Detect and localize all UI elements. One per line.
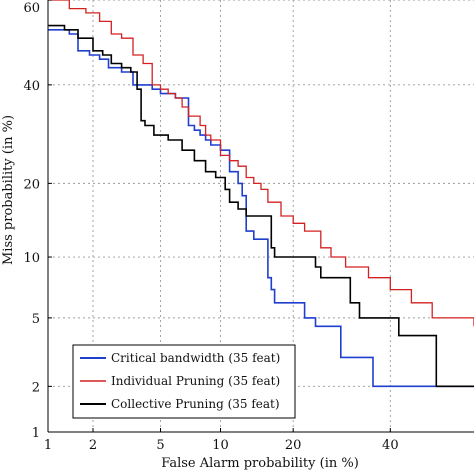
x-tick-label-5: 40	[382, 438, 399, 453]
legend: Critical bandwidth (35 feat) Individual …	[72, 344, 296, 419]
y-tick-label-3: 10	[23, 251, 40, 266]
ticks: 1 2 5 10 20 40 1 2 5 10 20 40 60	[23, 0, 399, 453]
y-tick-label-6: 60	[23, 1, 40, 16]
series-group	[48, 0, 474, 388]
legend-box	[72, 344, 296, 419]
y-axis-label: Miss probability (in %)	[1, 115, 16, 265]
y-tick-label-5: 40	[23, 79, 40, 94]
y-tick-label-2: 5	[32, 312, 40, 327]
series-line-1	[48, 0, 474, 327]
y-tick-label-4: 20	[23, 177, 40, 192]
legend-label-1: Individual Pruning (35 feat)	[111, 374, 280, 388]
x-tick-label-2: 5	[156, 438, 164, 453]
series-line-2	[48, 24, 474, 388]
legend-label-2: Collective Pruning (35 feat)	[111, 397, 280, 411]
x-tick-label-0: 1	[44, 438, 52, 453]
x-axis-label: False Alarm probability (in %)	[161, 456, 359, 471]
series-line-0	[48, 29, 474, 388]
y-tick-label-1: 2	[32, 380, 40, 395]
x-tick-label-1: 2	[89, 438, 97, 453]
y-tick-label-0: 1	[32, 426, 40, 441]
x-tick-label-3: 10	[212, 438, 229, 453]
x-tick-label-4: 20	[285, 438, 302, 453]
legend-label-0: Critical bandwidth (35 feat)	[111, 351, 280, 365]
